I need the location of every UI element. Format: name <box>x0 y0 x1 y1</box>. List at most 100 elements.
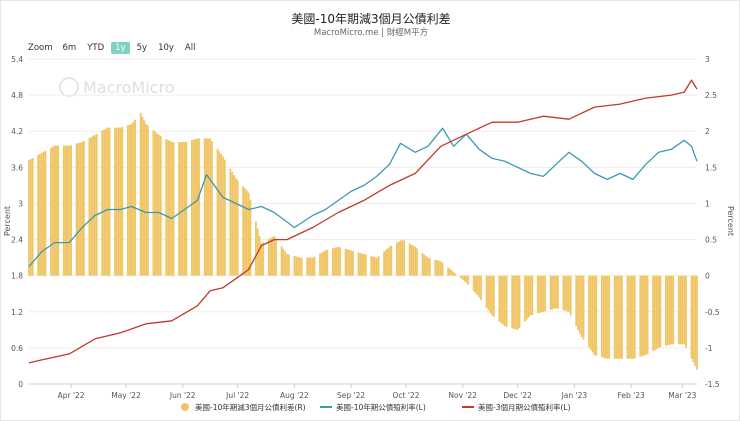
spread-bar <box>386 248 389 276</box>
x-tick-label: Mar '23 <box>668 391 696 400</box>
spread-bar <box>531 275 534 315</box>
spread-bar <box>474 275 477 294</box>
spread-bar <box>245 190 248 276</box>
zoom-button-10y[interactable]: 10y <box>158 43 174 53</box>
spread-bar <box>659 275 662 348</box>
spread-bar <box>657 275 660 348</box>
spread-bar <box>234 178 237 276</box>
spread-bar <box>106 127 109 276</box>
spread-bar <box>679 275 682 345</box>
spread-bar <box>399 240 402 276</box>
spread-bar <box>247 192 250 276</box>
left-tick-label: 4.2 <box>11 127 23 136</box>
spread-bar <box>361 253 363 276</box>
spread-bar <box>357 252 360 276</box>
zoom-button-ytd[interactable]: YTD <box>87 43 105 53</box>
spread-bar <box>500 275 503 324</box>
spread-bar <box>441 262 444 276</box>
spread-bar <box>282 248 285 276</box>
spread-bar <box>388 246 391 276</box>
spread-bar <box>626 275 629 359</box>
left-axis-title: Percent <box>3 206 12 236</box>
spread-bar <box>57 145 60 276</box>
left-tick-label: 2.4 <box>11 236 23 245</box>
spread-bar <box>633 275 636 359</box>
spread-bar <box>551 275 554 310</box>
spread-bar <box>694 275 697 366</box>
spread-bar <box>262 242 265 276</box>
spread-bar <box>524 275 526 322</box>
x-tick-label: Feb '23 <box>617 391 644 400</box>
spread-bar <box>617 275 620 359</box>
legend-item-spread[interactable]: 美國-10年期減3個月公債利差(R) <box>181 402 306 412</box>
spread-bar <box>476 275 479 296</box>
spread-bar <box>267 239 270 276</box>
zoom-toolbar: Zoom 6m YTD 1y 5y 10y All <box>28 42 202 54</box>
spread-bar <box>498 275 501 322</box>
spread-bar <box>397 241 400 276</box>
spread-bar <box>527 275 530 318</box>
x-tick-label: Dec '22 <box>503 391 532 400</box>
spread-bar <box>439 261 442 276</box>
spread-bar <box>544 275 546 312</box>
spread-bar <box>53 145 56 276</box>
spread-bar <box>564 275 567 311</box>
x-tick-label: Jan '23 <box>561 391 588 400</box>
spread-bar <box>156 133 159 276</box>
spread-bar <box>639 275 642 357</box>
legend-item-three-month[interactable]: 美國-3個月期公債殖利率(L) <box>462 402 571 412</box>
right-tick-label: 0 <box>705 272 710 281</box>
x-tick-label: Sep '22 <box>337 391 365 400</box>
spread-bar <box>513 275 515 329</box>
spread-bar <box>395 242 398 276</box>
spread-bar <box>480 275 482 300</box>
spread-bar <box>322 251 325 276</box>
spread-bar <box>90 136 93 276</box>
spread-bar <box>374 257 376 276</box>
spread-bar <box>364 254 367 276</box>
spread-bar <box>115 127 118 276</box>
spread-bar <box>306 257 309 276</box>
spread-bar <box>447 267 449 276</box>
spread-bar <box>158 134 160 276</box>
legend-item-ten-year[interactable]: 美國-10年期公債殖利率(L) <box>320 402 426 412</box>
spread-bar <box>562 275 565 311</box>
spread-bar <box>132 121 135 276</box>
zoom-button-1y[interactable]: 1y <box>111 42 130 54</box>
spread-bar <box>114 127 116 276</box>
right-tick-label: -1 <box>705 344 713 353</box>
right-axis-title: Percent <box>726 206 735 236</box>
spread-bar <box>577 275 579 330</box>
spread-bar <box>311 257 314 276</box>
left-tick-label: 3 <box>18 199 23 208</box>
spread-bar <box>613 275 616 359</box>
spread-bar <box>465 275 468 283</box>
spread-bar <box>346 249 349 276</box>
spread-bar <box>595 275 598 356</box>
spread-bar <box>489 275 492 313</box>
right-tick-label: 1.5 <box>705 163 717 172</box>
spread-bar <box>604 275 607 359</box>
zoom-button-5y[interactable]: 5y <box>136 43 148 53</box>
spread-bar <box>170 142 173 276</box>
legend-label: 美國-10年期減3個月公債利差(R) <box>195 402 306 412</box>
spread-bar <box>589 275 592 350</box>
zoom-button-6m[interactable]: 6m <box>62 43 77 53</box>
spread-bar <box>401 239 404 276</box>
spread-bar <box>271 236 274 276</box>
spread-bar <box>553 275 556 309</box>
spread-bar <box>269 238 272 276</box>
spread-bar <box>646 275 649 355</box>
spread-bar <box>42 151 45 276</box>
spread-bar <box>209 138 212 276</box>
spread-bar <box>83 141 85 276</box>
spread-bar <box>582 275 585 340</box>
spread-bar <box>308 257 310 276</box>
spread-bar <box>275 238 277 276</box>
zoom-button-all[interactable]: All <box>184 43 196 53</box>
spread-bar <box>644 275 647 356</box>
spread-bar <box>372 256 374 276</box>
spread-bar <box>670 275 673 345</box>
spread-bar <box>203 138 206 276</box>
